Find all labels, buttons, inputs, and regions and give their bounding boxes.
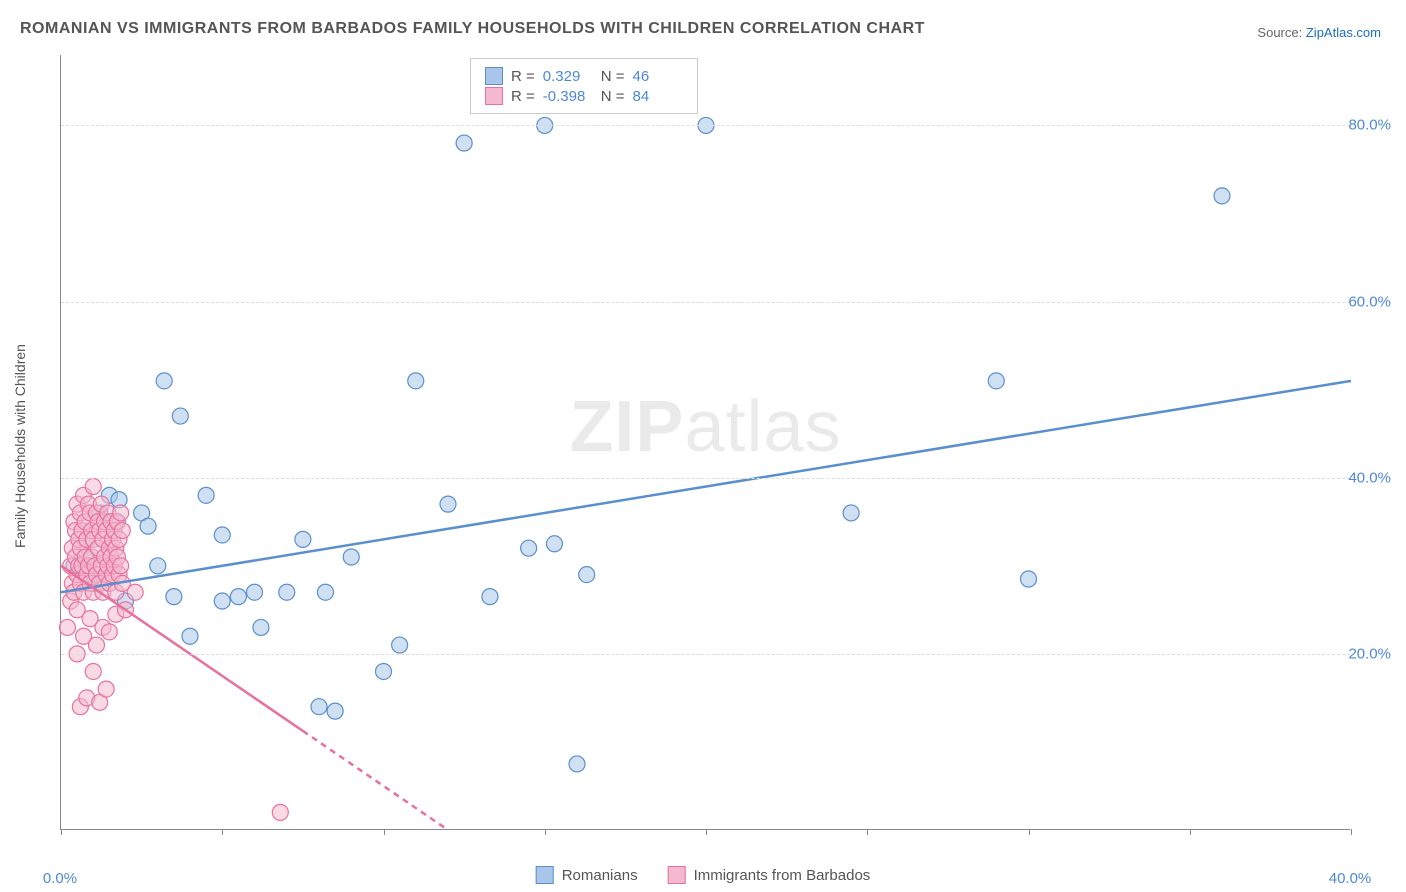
plot-area: ZIPatlas: [60, 55, 1350, 830]
legend-row: R = 0.329 N = 46: [485, 67, 683, 85]
source-link[interactable]: ZipAtlas.com: [1306, 25, 1381, 40]
chart-svg: [61, 55, 1350, 829]
r-value: -0.398: [543, 88, 593, 105]
legend-item: Immigrants from Barbados: [668, 866, 871, 884]
x-tick-label: 40.0%: [1329, 870, 1372, 887]
y-tick-label: 60.0%: [1348, 293, 1391, 310]
n-label: N =: [601, 68, 625, 85]
y-axis-label: Family Households with Children: [12, 344, 28, 548]
legend-swatch: [536, 866, 554, 884]
legend-item: Romanians: [536, 866, 638, 884]
legend-label: Romanians: [562, 867, 638, 884]
legend-label: Immigrants from Barbados: [694, 867, 871, 884]
r-label: R =: [511, 68, 535, 85]
legend-row: R = -0.398 N = 84: [485, 87, 683, 105]
r-value: 0.329: [543, 68, 593, 85]
chart-title: ROMANIAN VS IMMIGRANTS FROM BARBADOS FAM…: [20, 20, 925, 38]
x-tick-label: 0.0%: [43, 870, 77, 887]
legend-swatch: [668, 866, 686, 884]
legend-series: Romanians Immigrants from Barbados: [536, 866, 871, 884]
y-tick-label: 20.0%: [1348, 645, 1391, 662]
legend-swatch: [485, 87, 503, 105]
n-value: 84: [633, 88, 683, 105]
source-label: Source:: [1257, 25, 1302, 40]
y-tick-label: 80.0%: [1348, 117, 1391, 134]
y-tick-label: 40.0%: [1348, 469, 1391, 486]
source-attribution: Source: ZipAtlas.com: [1257, 25, 1381, 40]
legend-swatch: [485, 67, 503, 85]
n-label: N =: [601, 88, 625, 105]
r-label: R =: [511, 88, 535, 105]
legend-correlation: R = 0.329 N = 46 R = -0.398 N = 84: [470, 58, 698, 114]
n-value: 46: [633, 68, 683, 85]
